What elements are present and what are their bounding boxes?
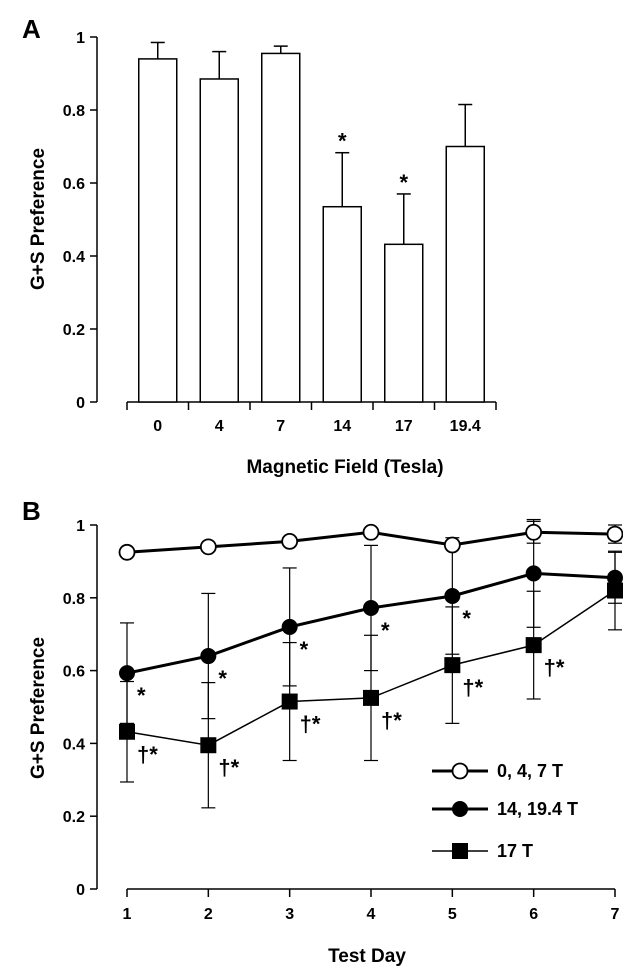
data-point	[200, 737, 217, 754]
panel-b-letter: B	[22, 496, 41, 526]
significance-marker: *	[218, 666, 227, 691]
panel-b-x-tick-label: 6	[529, 906, 538, 923]
panel-a-x-axis	[126, 401, 497, 410]
bar	[445, 145, 485, 403]
series-markers: * * * * *	[119, 565, 623, 708]
significance-marker: †*	[544, 655, 565, 680]
data-point	[281, 618, 298, 635]
series-markers: †* †* †* †* †* †*	[119, 582, 623, 780]
legend-marker	[452, 801, 468, 817]
data-point	[525, 565, 542, 582]
bar	[322, 205, 362, 403]
bar	[138, 58, 178, 403]
panel-a-x-tick-label: 14	[333, 418, 351, 435]
panel-b-y-tick-label: 0.4	[63, 736, 85, 753]
data-point	[200, 648, 217, 665]
panel-b-x-tick-label: 5	[448, 906, 457, 923]
significance-marker: †*	[137, 742, 158, 767]
data-point	[363, 599, 379, 616]
panel-a-x-tick-label: 19.4	[450, 418, 481, 435]
legend-marker	[451, 762, 469, 780]
panel-b-ylabel: G+S Preference	[28, 637, 49, 779]
panel-a-y-tick-label: 0.8	[63, 103, 85, 120]
bar	[261, 52, 301, 403]
panel-a-y-tick-label: 1	[76, 30, 85, 47]
significance-marker: *	[338, 129, 347, 154]
data-point	[118, 543, 136, 561]
data-point	[606, 525, 623, 543]
significance-marker: †*	[300, 712, 321, 737]
data-point	[362, 523, 380, 541]
panel-a-y-tick-label: 0.2	[63, 322, 85, 339]
significance-marker: †*	[381, 708, 402, 733]
data-point	[281, 532, 299, 550]
data-point	[525, 637, 542, 654]
legend-marker	[452, 843, 468, 859]
data-point	[119, 723, 135, 740]
panel-a-xlabel: Magnetic Field (Tesla)	[246, 457, 443, 478]
panel-b-x-axis: 1 2 3 4 5 6 7	[123, 888, 620, 923]
data-point	[281, 693, 298, 710]
legend-item: 14, 19.4 T	[432, 799, 578, 819]
significance-marker: *	[381, 618, 390, 643]
data-point	[363, 689, 379, 706]
panel-a-y-tick-label: 0.6	[63, 176, 85, 193]
data-point	[607, 569, 623, 586]
panel-b-x-tick-label: 3	[285, 906, 294, 923]
panel-b: B G+S Preference Test Day 0 0.2 0.4 0.6 0.8 1…	[22, 496, 623, 967]
bar	[384, 243, 424, 403]
panel-a-x-tick-label: 7	[276, 418, 285, 435]
data-point	[199, 538, 217, 556]
data-point	[444, 657, 461, 674]
significance-marker: *	[137, 683, 146, 708]
series-markers	[118, 523, 623, 561]
panel-a-x-tick-label: 4	[215, 418, 224, 435]
panel-a-x-tick-label: 0	[153, 418, 162, 435]
legend-label: 14, 19.4 T	[497, 799, 578, 819]
bar	[199, 78, 239, 403]
panel-b-series: * * * * * †* †* †* †* †* †*	[118, 518, 623, 809]
data-point	[444, 587, 461, 604]
legend-item: 0, 4, 7 T	[432, 761, 563, 781]
significance-marker: *	[462, 606, 471, 631]
panel-a-y-tick-label: 0.4	[63, 249, 85, 266]
panel-b-y-tick-label: 0.2	[63, 809, 85, 826]
panel-a-y-tick-label: 0	[76, 395, 85, 412]
panel-a: A G+S Preference Magnetic Field (Tesla) …	[22, 14, 497, 478]
significance-marker: †*	[218, 755, 239, 780]
significance-marker: *	[399, 170, 408, 195]
data-point	[525, 523, 543, 541]
panel-b-x-tick-label: 7	[611, 906, 620, 923]
legend-label: 17 T	[497, 841, 533, 861]
data-point	[607, 582, 623, 599]
data-point	[443, 536, 461, 554]
panel-b-x-tick-label: 4	[367, 906, 376, 923]
panel-a-bars: 0 4 7 14 * 17 * 19.4	[138, 41, 485, 435]
panel-b-y-tick-label: 1	[76, 518, 85, 535]
panel-b-y-tick-label: 0.8	[63, 591, 85, 608]
panel-a-x-tick-label: 17	[395, 418, 413, 435]
legend-label: 0, 4, 7 T	[497, 761, 563, 781]
panel-b-xlabel: Test Day	[328, 946, 406, 967]
panel-b-x-tick-label: 2	[204, 906, 213, 923]
significance-marker: *	[300, 637, 309, 662]
panel-b-y-tick-label: 0	[76, 882, 85, 899]
data-point	[119, 665, 135, 682]
legend-item: 17 T	[432, 841, 533, 861]
panel-b-y-tick-label: 0.6	[63, 664, 85, 681]
panel-a-ylabel: G+S Preference	[28, 148, 49, 290]
significance-marker: †*	[462, 675, 483, 700]
panel-b-legend: 0, 4, 7 T 14, 19.4 T 17 T	[432, 761, 578, 861]
panel-b-y-axis: 0 0.2 0.4 0.6 0.8 1	[63, 518, 98, 899]
panel-a-letter: A	[22, 14, 41, 44]
panel-b-x-tick-label: 1	[123, 906, 132, 923]
panel-a-y-axis: 0 0.2 0.4 0.6 0.8 1	[63, 30, 98, 412]
